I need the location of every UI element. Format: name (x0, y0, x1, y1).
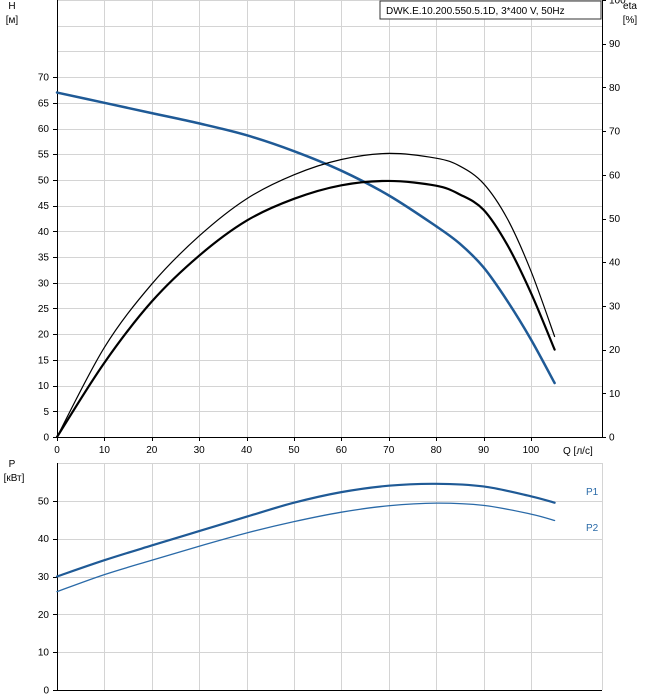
top-left-tick-label: 45 (38, 201, 50, 212)
bottom-chart-tick-labels: 0 10 20 30 40 50 (38, 496, 57, 697)
top-right-tick-label: 0 (609, 433, 615, 444)
bottom-left-tick-label: 50 (38, 496, 50, 507)
top-chart-series (55, 91, 556, 439)
top-right-tick-label: 100 (609, 0, 626, 7)
top-right-axis-title-eta: eta (623, 1, 637, 12)
bottom-chart-grid (57, 463, 603, 691)
x-tick-label: 0 (54, 445, 60, 456)
x-tick-label: 30 (194, 445, 206, 456)
x-tick-label: 10 (99, 445, 111, 456)
x-tick-label: 100 (523, 445, 540, 456)
top-chart-grid (57, 0, 603, 438)
top-left-axis-title-unit: [м] (6, 15, 19, 26)
bottom-left-tick-label: 20 (38, 610, 50, 621)
bottom-left-tick-label: 10 (38, 648, 50, 659)
top-right-axis-title-unit: [%] (623, 15, 638, 26)
x-tick-label: 90 (478, 445, 490, 456)
efficiency-total-curve-line (55, 179, 556, 439)
top-chart-tick-labels: 0 5 10 15 20 25 30 35 40 45 50 55 60 65 70 0 10 20 30 40 50 6… (38, 0, 626, 456)
top-left-tick-label: 30 (38, 278, 50, 289)
top-left-tick-label: 15 (38, 355, 50, 366)
top-right-tick-label: 30 (609, 301, 621, 312)
top-left-tick-label: 10 (38, 381, 50, 392)
top-left-tick-label: 35 (38, 253, 50, 264)
power-series-line-p2 (56, 502, 556, 593)
bottom-chart-axes (57, 463, 602, 691)
power-series-line-p1 (55, 482, 556, 578)
top-left-tick-label: 25 (38, 304, 50, 315)
top-right-tick-label: 60 (609, 170, 621, 181)
top-left-tick-label: 20 (38, 330, 50, 341)
top-right-tick-label: 50 (609, 214, 621, 225)
top-right-tick-label: 40 (609, 258, 621, 269)
top-left-tick-label: 50 (38, 175, 50, 186)
bottom-left-tick-label: 0 (43, 686, 49, 697)
top-right-tick-label: 70 (609, 127, 621, 138)
top-left-tick-label: 65 (38, 98, 50, 109)
top-left-tick-label: 55 (38, 150, 50, 161)
x-axis-title: Q [л/с] (563, 446, 593, 457)
top-left-tick-label: 60 (38, 124, 50, 135)
model-label-box (379, 0, 602, 20)
bottom-chart-series: P1 P2 (55, 482, 599, 593)
bottom-axis-title-p: P (9, 459, 16, 470)
top-chart-axes (57, 0, 603, 438)
model-label: DWK.E.10.200.550.5.1D, 3*400 V, 50Hz (386, 6, 565, 17)
top-left-tick-label: 0 (43, 433, 49, 444)
bottom-left-tick-label: 30 (38, 572, 50, 583)
top-left-tick-label: 40 (38, 227, 50, 238)
top-left-tick-label: 5 (43, 407, 49, 418)
top-right-tick-label: 80 (609, 83, 621, 94)
x-tick-label: 70 (383, 445, 395, 456)
bottom-axis-title-unit: [кВт] (4, 473, 25, 484)
top-right-tick-label: 20 (609, 345, 621, 356)
x-tick-label: 60 (336, 445, 348, 456)
series-label-p1: P1 (586, 487, 599, 498)
head-curve-line (55, 91, 556, 385)
efficiency-curve-line (56, 152, 556, 438)
bottom-left-tick-label: 40 (38, 534, 50, 545)
top-right-tick-label: 90 (609, 39, 621, 50)
x-tick-label: 50 (288, 445, 300, 456)
top-right-tick-label: 10 (609, 389, 621, 400)
top-left-axis-title-h: H (8, 1, 15, 12)
x-tick-label: 40 (241, 445, 253, 456)
top-left-tick-label: 70 (38, 73, 50, 84)
x-tick-label: 20 (146, 445, 158, 456)
x-tick-label: 80 (431, 445, 443, 456)
series-label-p2: P2 (586, 523, 599, 534)
